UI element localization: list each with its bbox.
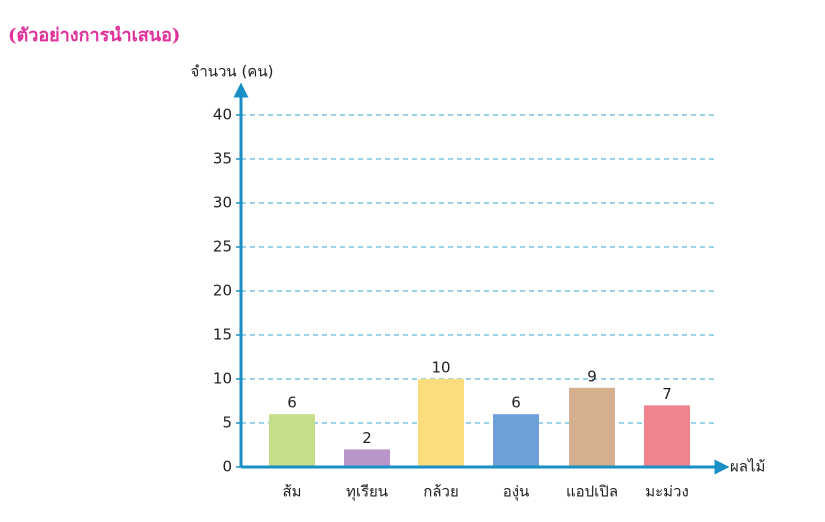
bar bbox=[644, 405, 690, 467]
y-tick-label: 15 bbox=[213, 326, 232, 344]
x-axis-label: ผลไม้ bbox=[730, 458, 765, 476]
y-tick-label: 35 bbox=[213, 150, 232, 168]
page-title: (ตัวอย่างการนำเสนอ) bbox=[8, 25, 180, 46]
y-tick-label: 30 bbox=[213, 194, 232, 212]
value-label: 6 bbox=[511, 394, 521, 412]
value-label: 6 bbox=[287, 394, 297, 412]
y-axis-label: จำนวน (คน) bbox=[191, 63, 274, 81]
bar bbox=[344, 449, 390, 467]
y-tick-label: 5 bbox=[222, 414, 232, 432]
y-tick-label: 10 bbox=[213, 370, 232, 388]
x-tick-label: องุ่น bbox=[503, 483, 530, 502]
value-label: 2 bbox=[362, 429, 372, 447]
bar bbox=[569, 387, 615, 467]
bar bbox=[418, 379, 464, 467]
x-tick-label: ทุเรียน bbox=[346, 483, 388, 502]
x-tick-label: มะม่วง bbox=[645, 483, 689, 501]
bar bbox=[269, 414, 315, 467]
y-tick-label: 0 bbox=[222, 458, 232, 476]
y-tick-label: 25 bbox=[213, 238, 232, 256]
y-tick-label: 40 bbox=[213, 106, 232, 124]
value-label: 9 bbox=[587, 367, 597, 385]
x-tick-label: แอปเปิล bbox=[566, 483, 618, 501]
value-label: 7 bbox=[662, 385, 672, 403]
x-tick-label: ส้ม bbox=[282, 483, 301, 501]
y-tick-label: 20 bbox=[213, 282, 232, 300]
x-tick-label: กล้วย bbox=[423, 483, 459, 501]
bar bbox=[493, 414, 539, 467]
value-label: 10 bbox=[431, 359, 450, 377]
